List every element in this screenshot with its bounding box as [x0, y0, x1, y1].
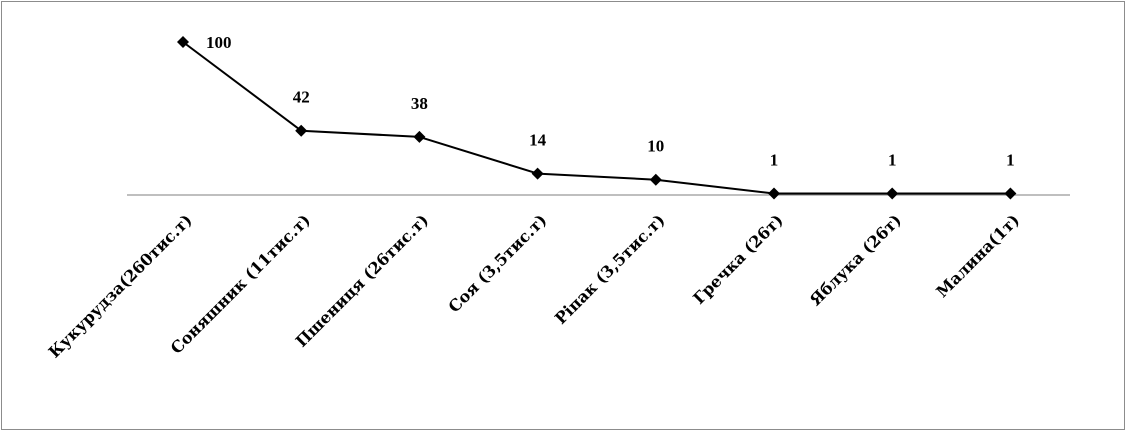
data-label: 1 [770, 150, 779, 169]
data-label: 42 [293, 88, 310, 107]
x-tick-label: Соняшник (11тис.т) [167, 210, 314, 357]
data-point-marker [413, 130, 426, 143]
data-point-marker [649, 173, 662, 186]
x-tick-label: Ріпак (3,5тис.т) [551, 210, 669, 328]
data-label: 38 [411, 94, 428, 113]
data-point-marker [531, 167, 544, 180]
x-tick-label: Пшениця (26тис.т) [292, 210, 432, 350]
data-label: 10 [647, 137, 664, 156]
series-line [182, 41, 1011, 195]
x-tick-label: Гречка (26т) [689, 210, 787, 308]
data-label: 1 [888, 150, 897, 169]
x-tick-label: Малина(1т) [932, 210, 1023, 301]
data-point-marker [886, 187, 899, 200]
data-point-marker [768, 187, 780, 200]
data-label: 1 [1006, 150, 1015, 169]
data-point-marker [295, 124, 308, 137]
data-point-marker [1004, 187, 1017, 200]
data-point-marker [177, 36, 189, 48]
data-label: 14 [529, 131, 547, 150]
x-tick-label: Соя (3,5тис.т) [445, 210, 551, 316]
data-label: 100 [206, 33, 232, 52]
x-tick-label: Яблука (26т) [806, 210, 905, 309]
